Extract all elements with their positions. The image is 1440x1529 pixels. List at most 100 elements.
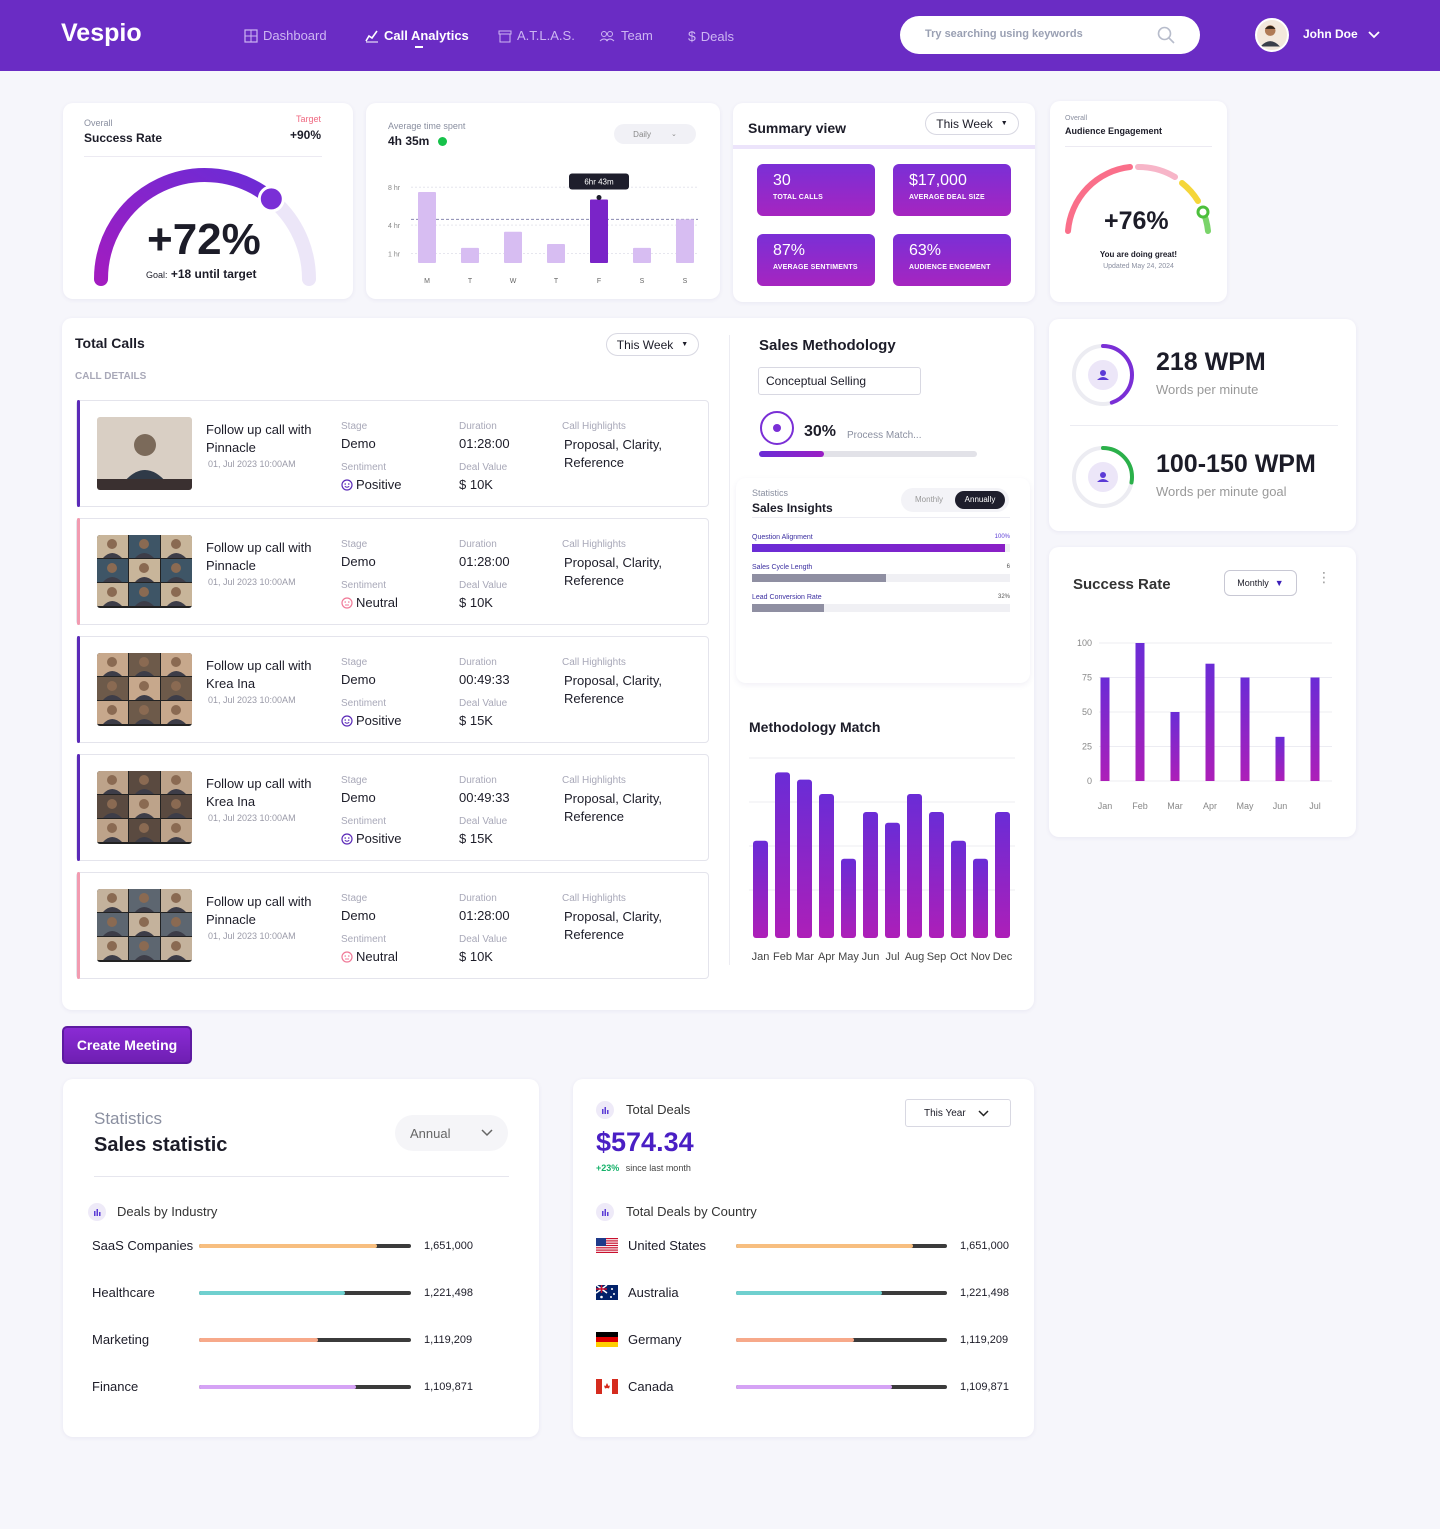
bar[interactable] <box>1205 663 1215 781</box>
annual-select[interactable]: Annual <box>395 1115 508 1151</box>
call-row[interactable]: Follow up call with Pinnacle 01, Jul 202… <box>76 400 709 507</box>
app-logo[interactable]: Vespio <box>61 19 142 47</box>
nav-deals[interactable]: $ Deals <box>688 28 734 44</box>
call-title[interactable]: Follow up call with Pinnacle <box>206 894 312 927</box>
call-date: 01, Jul 2023 10:00AM <box>208 813 296 823</box>
bar[interactable] <box>1100 677 1110 782</box>
bar[interactable] <box>841 858 856 938</box>
stage-label: Stage <box>341 539 368 550</box>
bar[interactable] <box>418 191 436 263</box>
bar[interactable] <box>1170 712 1180 781</box>
archive-icon <box>498 30 512 42</box>
country-label: Canada <box>628 1379 674 1394</box>
year-select[interactable]: This Year <box>905 1099 1011 1127</box>
bar[interactable] <box>907 794 922 938</box>
bar[interactable] <box>819 794 834 938</box>
deal-value-label: Deal Value <box>459 580 508 591</box>
success-chart-title: Success Rate <box>1073 576 1171 593</box>
industry-bar-fill <box>199 1291 346 1295</box>
toggle-monthly[interactable]: Monthly <box>915 495 944 504</box>
call-row[interactable]: Follow up call with Krea Ina 01, Jul 202… <box>76 636 709 743</box>
bar[interactable] <box>885 822 900 938</box>
country-bar-track <box>736 1385 947 1389</box>
bar[interactable] <box>951 840 966 938</box>
call-row[interactable]: Follow up call with Pinnacle 01, Jul 202… <box>76 872 709 979</box>
search-input[interactable]: Try searching using keywords <box>900 16 1200 54</box>
bar[interactable] <box>863 812 878 938</box>
nav-atlas-label: A.T.L.A.S. <box>517 28 575 43</box>
call-title[interactable]: Follow up call with Pinnacle <box>206 540 312 573</box>
methodology-select[interactable]: Conceptual Selling <box>758 367 921 395</box>
nav-atlas[interactable]: A.T.L.A.S. <box>498 28 575 43</box>
duration-value: 01:28:00 <box>459 908 510 923</box>
bar[interactable] <box>929 812 944 938</box>
call-thumbnail[interactable] <box>97 535 192 608</box>
bar[interactable] <box>1135 643 1145 781</box>
call-date: 01, Jul 2023 10:00AM <box>208 695 296 705</box>
wpm-card <box>1049 319 1356 531</box>
bar[interactable] <box>973 858 988 938</box>
call-title[interactable]: Follow up call with Krea Ina <box>206 658 312 691</box>
wpm-value: 218 WPM <box>1156 348 1266 376</box>
bar[interactable] <box>633 247 651 263</box>
daily-select[interactable]: Daily ⌄ <box>614 124 696 144</box>
nav-dashboard[interactable]: Dashboard <box>244 28 327 43</box>
call-thumbnail[interactable] <box>97 889 192 962</box>
bar[interactable] <box>1310 677 1320 782</box>
country-value: 1,119,209 <box>960 1334 1009 1346</box>
call-date: 01, Jul 2023 10:00AM <box>208 577 296 587</box>
sentiment: Positive <box>341 713 402 728</box>
wpm-value: 100-150 WPM <box>1156 450 1316 478</box>
industry-bar-fill <box>199 1338 318 1342</box>
sentiment-value: Neutral <box>356 949 398 964</box>
bar[interactable] <box>590 199 608 263</box>
more-options-icon[interactable]: ⋮ <box>1317 569 1331 585</box>
call-date: 01, Jul 2023 10:00AM <box>208 931 296 941</box>
industry-bar-track <box>199 1244 411 1248</box>
call-title[interactable]: Follow up call with Pinnacle <box>206 422 312 455</box>
bar[interactable] <box>1275 736 1285 781</box>
bar[interactable] <box>753 840 768 938</box>
country-row: Australia 1,221,498 <box>573 1284 1034 1305</box>
user-avatar[interactable] <box>1255 18 1289 52</box>
search-icon[interactable] <box>1157 26 1175 44</box>
chevron-down-icon[interactable] <box>1367 30 1381 40</box>
nav-call-analytics[interactable]: Call Analytics <box>365 28 469 43</box>
australia-flag-icon <box>595 1284 618 1305</box>
bar[interactable] <box>775 772 790 938</box>
toggle-annually[interactable]: Annually <box>955 491 1005 509</box>
summary-period-select[interactable]: This Week ▼ <box>925 112 1019 135</box>
bar[interactable] <box>676 219 694 263</box>
success-rate-card: Overall Success Rate Target +90% +72% Go… <box>63 103 353 299</box>
bar[interactable] <box>547 244 565 263</box>
deal-value-label: Deal Value <box>459 816 508 827</box>
call-thumbnail[interactable] <box>97 417 192 490</box>
row-accent-bar <box>77 518 80 625</box>
stat-label: AUDIENCE ENGEMENT <box>909 264 991 271</box>
call-row[interactable]: Follow up call with Krea Ina 01, Jul 202… <box>76 754 709 861</box>
overall-label: Overall <box>84 118 113 128</box>
call-row[interactable]: Follow up call with Pinnacle 01, Jul 202… <box>76 518 709 625</box>
bar[interactable] <box>995 812 1010 938</box>
insight-label: Lead Conversion Rate <box>752 594 822 601</box>
tooltip-dot <box>596 195 602 201</box>
total-calls-period-select[interactable]: This Week ▼ <box>606 333 699 356</box>
create-meeting-button[interactable]: Create Meeting <box>62 1026 192 1064</box>
goal-label: Goal: <box>146 270 168 280</box>
call-thumbnail[interactable] <box>97 771 192 844</box>
bar[interactable] <box>504 231 522 263</box>
bar[interactable] <box>461 247 479 263</box>
call-thumbnail[interactable] <box>97 653 192 726</box>
bar[interactable] <box>797 779 812 938</box>
bar[interactable] <box>1240 677 1250 782</box>
industry-row: Finance 1,109,871 <box>63 1379 539 1399</box>
country-label: Germany <box>628 1332 682 1347</box>
x-tick-label: Jul <box>1309 801 1321 811</box>
y-tick-label: 8 hr <box>388 185 401 192</box>
nav-team[interactable]: Team <box>598 28 653 43</box>
success-period-select[interactable]: Monthly ▼ <box>1224 570 1297 596</box>
call-title[interactable]: Follow up call with Krea Ina <box>206 776 312 809</box>
insight-label: Sales Cycle Length <box>752 564 813 571</box>
user-name[interactable]: John Doe <box>1303 27 1358 41</box>
y-tick-label: 1 hr <box>388 252 401 259</box>
